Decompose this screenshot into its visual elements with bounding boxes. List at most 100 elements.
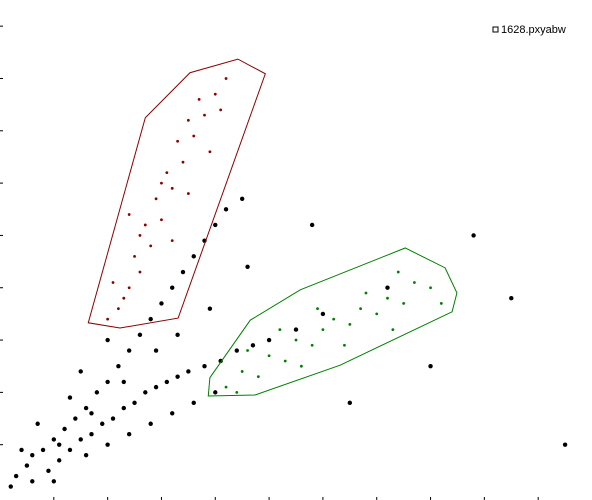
point xyxy=(149,244,153,248)
point xyxy=(165,171,169,175)
point xyxy=(332,317,336,321)
point xyxy=(137,332,143,338)
point xyxy=(218,358,223,364)
point xyxy=(256,375,260,379)
point xyxy=(176,139,180,143)
point xyxy=(13,473,19,479)
point xyxy=(127,213,131,216)
point xyxy=(122,296,126,300)
point xyxy=(73,416,78,421)
point xyxy=(234,348,239,353)
point xyxy=(127,286,131,290)
point xyxy=(439,302,443,305)
point xyxy=(239,196,245,201)
point xyxy=(106,317,110,321)
point xyxy=(62,426,67,432)
point xyxy=(24,463,30,468)
point xyxy=(343,343,346,347)
point xyxy=(170,239,174,243)
point xyxy=(46,468,51,474)
gate xyxy=(87,58,266,329)
point xyxy=(471,233,476,238)
point xyxy=(223,207,229,212)
point xyxy=(186,369,191,374)
point xyxy=(293,327,299,332)
point xyxy=(391,328,395,331)
point xyxy=(94,390,100,395)
point xyxy=(207,306,213,311)
point xyxy=(19,447,24,453)
point xyxy=(35,421,40,426)
point xyxy=(67,447,73,453)
point xyxy=(186,118,190,122)
point xyxy=(78,369,83,374)
point xyxy=(359,307,362,311)
point xyxy=(153,384,159,390)
point xyxy=(375,312,379,316)
point xyxy=(213,222,218,228)
point xyxy=(413,281,416,284)
point xyxy=(283,359,287,363)
point xyxy=(240,370,244,373)
point xyxy=(57,458,62,463)
point xyxy=(105,337,110,343)
gate xyxy=(207,247,458,397)
point xyxy=(309,222,315,228)
point xyxy=(235,390,239,394)
point xyxy=(385,285,390,290)
point xyxy=(100,421,105,426)
point xyxy=(191,254,196,259)
point xyxy=(116,364,121,369)
point xyxy=(170,186,174,190)
point xyxy=(364,291,368,295)
point xyxy=(181,160,185,164)
point xyxy=(202,364,207,369)
point xyxy=(126,432,132,437)
point xyxy=(126,348,132,353)
point xyxy=(51,437,57,442)
point xyxy=(175,374,180,379)
point xyxy=(57,442,62,447)
point xyxy=(267,354,271,358)
point xyxy=(170,411,175,416)
point xyxy=(316,307,319,311)
point xyxy=(402,302,406,305)
point xyxy=(67,395,73,400)
point xyxy=(429,286,432,290)
point xyxy=(153,348,159,353)
point xyxy=(170,285,175,290)
legend-label: 1628.pxyabw xyxy=(501,24,566,36)
point xyxy=(159,301,164,306)
point xyxy=(30,452,35,458)
point xyxy=(138,270,142,274)
point xyxy=(562,442,568,447)
point xyxy=(121,405,126,411)
point xyxy=(224,385,228,389)
point xyxy=(89,432,94,437)
point xyxy=(197,98,201,101)
point xyxy=(78,437,83,442)
point xyxy=(83,405,89,411)
point xyxy=(8,484,13,489)
point xyxy=(110,416,116,421)
point xyxy=(294,338,298,342)
point xyxy=(191,400,196,406)
point xyxy=(121,379,126,385)
point xyxy=(186,192,190,195)
point xyxy=(321,328,325,331)
point xyxy=(320,311,326,317)
point xyxy=(83,452,89,458)
point xyxy=(138,234,142,237)
legend-swatch xyxy=(492,26,499,33)
point xyxy=(105,379,110,385)
point xyxy=(213,390,218,395)
point xyxy=(143,223,147,227)
point xyxy=(105,442,110,447)
point xyxy=(40,447,46,453)
point xyxy=(213,92,217,96)
point xyxy=(509,296,514,301)
point xyxy=(132,400,137,406)
point xyxy=(160,218,163,222)
point xyxy=(117,307,120,311)
